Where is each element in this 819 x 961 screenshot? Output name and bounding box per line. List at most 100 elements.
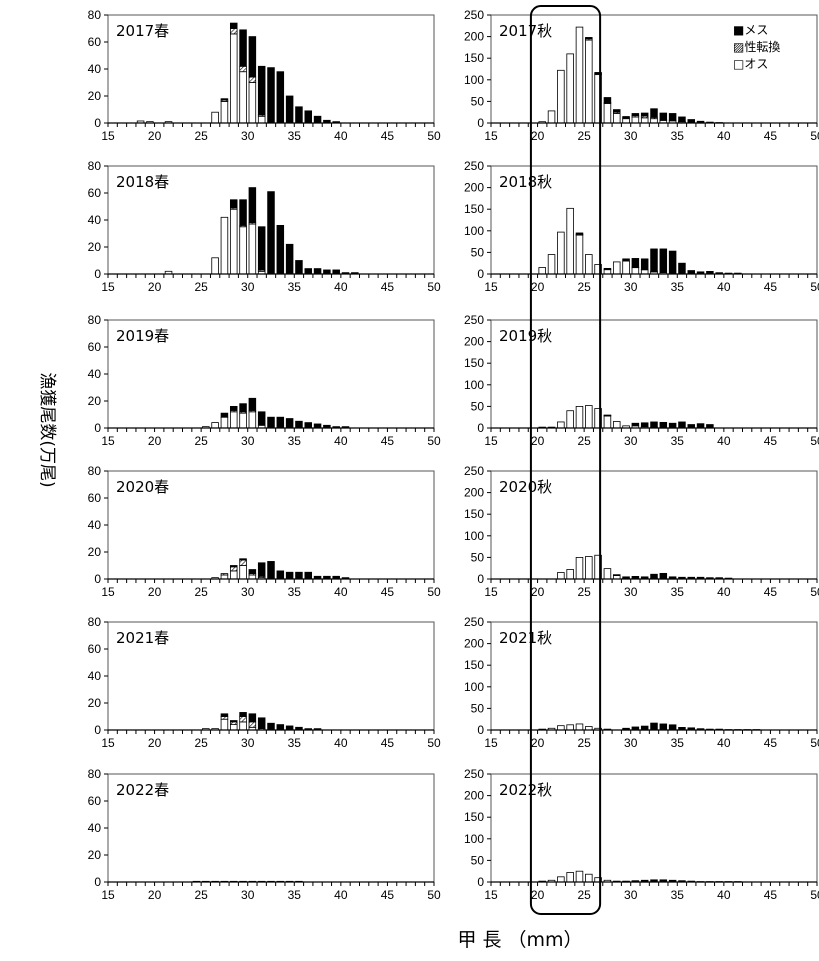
panel-1: 0 50 100 150 200 250 15 20 25 30 35 40 45 50 2017秋 — [464, 8, 819, 143]
y-tick-label: 0 — [477, 875, 484, 889]
bar-male — [585, 39, 593, 124]
bar-male — [575, 405, 584, 429]
y-tick-label: 20 — [88, 545, 102, 559]
y-tick-label: 50 — [471, 853, 485, 867]
x-tick-label: 35 — [288, 736, 302, 750]
y-tick-label: 150 — [464, 658, 484, 672]
x-tick-label: 25 — [194, 129, 208, 143]
bar-female — [678, 116, 686, 122]
y-tick-label: 100 — [464, 529, 484, 543]
x-tick-label: 50 — [427, 888, 441, 902]
bar-female — [267, 67, 275, 124]
bar-male — [640, 117, 649, 124]
bar-female — [229, 565, 238, 568]
x-tick-label: 40 — [334, 736, 348, 750]
x-tick-label: 45 — [764, 129, 778, 143]
bar-transitional — [248, 76, 257, 83]
bar-female — [622, 116, 630, 119]
y-tick-label: 60 — [88, 35, 102, 49]
bar-male — [575, 26, 584, 124]
x-tick-label: 35 — [671, 736, 685, 750]
x-tick-label: 50 — [427, 585, 441, 599]
bar-female — [640, 879, 649, 882]
x-tick-label: 35 — [671, 129, 685, 143]
bar-male — [631, 116, 640, 124]
bar-female — [650, 248, 658, 272]
panel-title: 2018秋 — [499, 173, 552, 191]
bar-male — [612, 421, 621, 429]
bar-male — [612, 113, 621, 124]
y-tick-label: 20 — [88, 240, 102, 254]
bar-female — [668, 422, 677, 428]
x-tick-label: 20 — [148, 129, 162, 143]
panel-0: 0 20 40 60 80 15 20 25 30 35 40 45 50 2017春 — [88, 8, 441, 143]
x-tick-label: 50 — [810, 280, 819, 294]
y-tick-label: 0 — [477, 723, 484, 737]
x-tick-label: 40 — [717, 736, 731, 750]
x-tick-label: 15 — [101, 736, 115, 750]
bar-male — [566, 410, 574, 429]
bar-female — [640, 576, 649, 579]
legend-female: ■メス — [733, 23, 768, 37]
panel-title: 2022春 — [116, 781, 169, 799]
bar-female — [276, 71, 285, 124]
bar-female — [220, 713, 229, 717]
bar-female — [257, 226, 266, 271]
bar-female — [668, 724, 677, 731]
x-tick-label: 25 — [194, 585, 208, 599]
bar-female — [267, 416, 275, 429]
x-tick-label: 30 — [624, 585, 638, 599]
x-tick-label: 20 — [531, 736, 545, 750]
x-tick-label: 35 — [288, 585, 302, 599]
bar-male — [622, 260, 630, 275]
x-tick-label: 40 — [717, 888, 731, 902]
bar-male — [566, 207, 574, 275]
y-tick-label: 0 — [94, 723, 101, 737]
bar-female — [631, 258, 640, 268]
bar-female — [622, 258, 630, 262]
bar-male — [239, 71, 247, 124]
x-tick-label: 15 — [484, 585, 498, 599]
bar-female — [668, 576, 677, 579]
bar-female — [267, 191, 275, 275]
bar-female — [229, 405, 238, 411]
bar-male — [566, 569, 574, 580]
x-tick-label: 50 — [427, 736, 441, 750]
x-tick-label: 40 — [334, 888, 348, 902]
bar-male — [220, 574, 229, 580]
bar-female — [257, 717, 266, 730]
bar-male — [220, 101, 229, 124]
y-tick-label: 40 — [88, 821, 102, 835]
x-tick-label: 40 — [717, 129, 731, 143]
bar-female — [239, 29, 247, 67]
bar-male — [603, 415, 612, 429]
panel-7: 0 50 100 150 200 250 15 20 25 30 35 40 45 50 2020秋 — [464, 464, 819, 599]
bar-male — [211, 422, 219, 429]
x-tick-label: 20 — [148, 434, 162, 448]
bar-male — [566, 872, 574, 883]
x-tick-label: 25 — [577, 736, 591, 750]
panel-title: 2017秋 — [499, 22, 552, 40]
y-tick-label: 40 — [88, 367, 102, 381]
bar-female — [313, 115, 322, 124]
bar-female — [285, 243, 294, 275]
panel-6: 0 20 40 60 80 15 20 25 30 35 40 45 50 2020春 — [88, 464, 441, 599]
bar-female — [220, 98, 229, 101]
x-tick-label: 15 — [484, 736, 498, 750]
panel-title: 2017春 — [116, 22, 169, 40]
bar-female — [313, 423, 322, 429]
y-tick-label: 150 — [464, 810, 484, 824]
bar-male — [211, 111, 219, 124]
x-tick-label: 15 — [101, 280, 115, 294]
bar-female — [229, 22, 238, 29]
bar-female — [640, 112, 649, 117]
x-tick-label: 20 — [531, 280, 545, 294]
panel-title: 2020春 — [116, 478, 169, 496]
bar-female — [640, 422, 649, 427]
panel-11: 0 50 100 150 200 250 15 20 25 30 35 40 45 50 2022秋 — [464, 767, 819, 902]
bar-female — [276, 224, 285, 275]
bar-female — [239, 403, 247, 413]
bar-female — [678, 421, 686, 429]
bar-male — [229, 33, 238, 124]
x-tick-label: 35 — [288, 280, 302, 294]
